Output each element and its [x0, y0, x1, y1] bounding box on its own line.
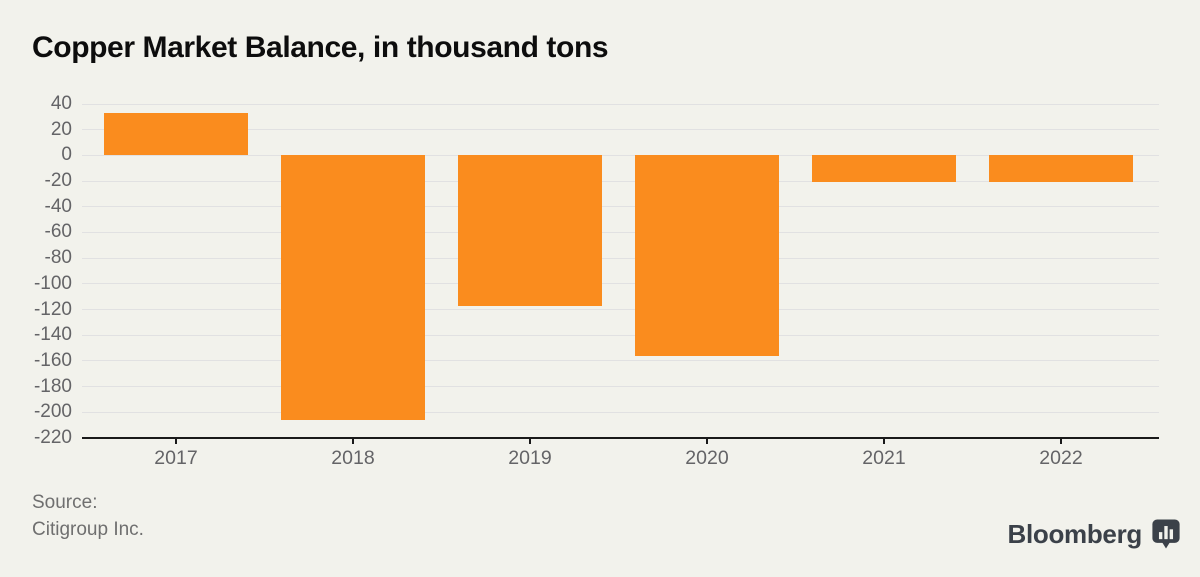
x-axis-label: 2017 — [154, 447, 198, 469]
gridline-40 — [82, 103, 1159, 105]
gridline--80 — [82, 257, 1159, 259]
gridline-0 — [82, 154, 1159, 156]
bloomberg-logo: Bloomberg — [1007, 518, 1181, 550]
x-axis-label: 2018 — [331, 447, 375, 469]
y-axis-tick-label: -180 — [33, 375, 72, 397]
y-axis-tick-label: -220 — [33, 427, 72, 448]
chart-title: Copper Market Balance, in thousand tons — [32, 31, 609, 64]
y-axis-tick-label: -140 — [33, 324, 72, 346]
x-axis-line — [82, 437, 1159, 439]
y-axis-tick-label: 0 — [61, 144, 72, 166]
bar-2020 — [635, 155, 779, 356]
bar-2022 — [989, 155, 1133, 183]
gridline--180 — [82, 386, 1159, 388]
source-attribution: Source: Citigroup Inc. — [32, 489, 144, 543]
gridline--40 — [82, 206, 1159, 208]
gridline--60 — [82, 231, 1159, 233]
y-axis-tick-label: -120 — [33, 298, 72, 320]
y-axis-tick-label: 20 — [50, 118, 72, 140]
source-name: Citigroup Inc. — [32, 519, 144, 540]
bar-2018 — [281, 155, 425, 420]
y-axis-tick-label: 40 — [50, 93, 72, 114]
y-axis-tick-label: -200 — [33, 401, 72, 423]
x-axis-label: 2020 — [685, 447, 729, 469]
gridline-20 — [82, 129, 1159, 131]
gridline--20 — [82, 180, 1159, 182]
x-axis-label: 2022 — [1039, 447, 1083, 469]
x-axis-tick — [883, 438, 885, 444]
source-label: Source: — [32, 492, 98, 513]
x-axis-tick — [529, 438, 531, 444]
y-axis-tick-label: -20 — [44, 170, 72, 192]
bloomberg-wordmark: Bloomberg — [1007, 518, 1142, 549]
plot-area: 40 20 0 -20 -40 -60 -80 -100 -120 -140 -160 -180 -20… — [34, 94, 1159, 469]
y-axis-tick-label: -80 — [44, 247, 72, 269]
gridline--200 — [82, 411, 1159, 413]
gridline--100 — [82, 283, 1159, 285]
x-axis-tick — [175, 438, 177, 444]
x-axis-tick — [706, 438, 708, 444]
x-axis-tick — [352, 438, 354, 444]
x-axis-label: 2019 — [508, 447, 552, 469]
y-axis-tick-label: -60 — [44, 221, 72, 243]
y-axis-tick-label: -100 — [33, 272, 72, 294]
bar-2017 — [104, 112, 248, 156]
x-axis-tick — [1060, 438, 1062, 444]
gridline--120 — [82, 309, 1159, 311]
gridline--160 — [82, 360, 1159, 362]
y-axis-tick-label: -160 — [33, 349, 72, 371]
y-axis-tick-label: -40 — [44, 195, 72, 217]
bar-2021 — [812, 155, 956, 183]
bar-2019 — [458, 155, 602, 306]
x-axis-label: 2021 — [862, 447, 906, 469]
gridline--140 — [82, 334, 1159, 336]
bloomberg-chart-bubble-icon — [1151, 518, 1181, 550]
